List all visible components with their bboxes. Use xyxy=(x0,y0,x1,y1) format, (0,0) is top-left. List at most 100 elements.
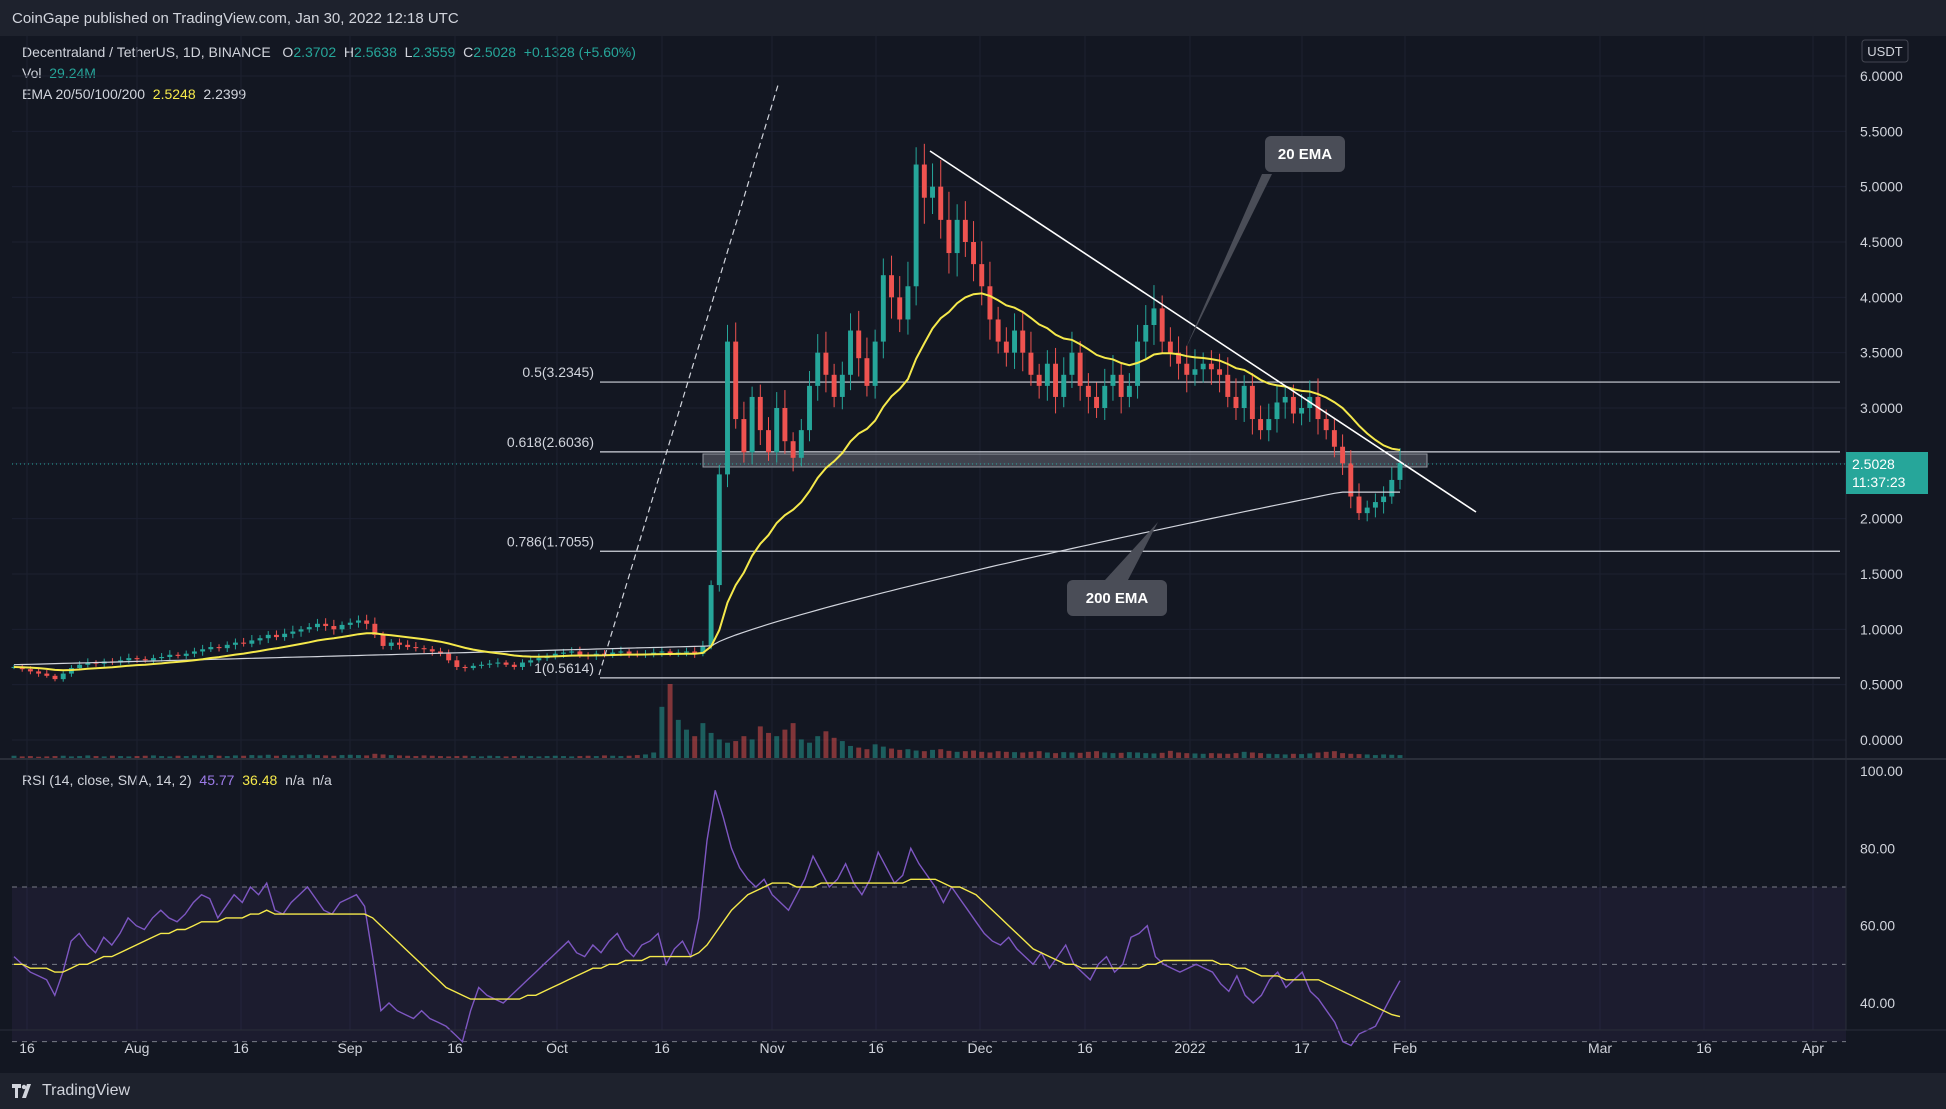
volume-bar xyxy=(913,750,919,759)
candle-body xyxy=(1323,419,1329,431)
tradingview-logo-icon xyxy=(12,1084,31,1098)
volume-bar xyxy=(700,723,706,759)
candle-body xyxy=(1356,496,1362,514)
candle-body xyxy=(429,649,435,652)
candle-body xyxy=(347,622,353,625)
volume-bar xyxy=(716,739,722,759)
candle-body xyxy=(659,651,665,653)
candle-body xyxy=(913,164,919,287)
volume-bar xyxy=(150,755,156,759)
footer-brand[interactable]: TradingView xyxy=(12,1082,130,1100)
volume-bar xyxy=(1176,752,1182,759)
price-tick-label: 3.5000 xyxy=(1860,345,1903,361)
candle-body xyxy=(388,642,394,646)
volume-bar xyxy=(257,755,263,759)
candle-body xyxy=(995,319,1001,342)
volume-bar xyxy=(1364,754,1370,759)
volume-bar xyxy=(1340,753,1346,759)
currency-badge[interactable]: USDT xyxy=(1861,39,1909,63)
volume-bar xyxy=(36,756,42,759)
volume-bar xyxy=(1036,751,1042,759)
rsi-value: 45.77 xyxy=(199,772,235,788)
candle-body xyxy=(1331,430,1337,447)
fib-label: 1(0.5614) xyxy=(534,660,594,676)
volume-bar xyxy=(1053,753,1059,759)
volume-bar xyxy=(552,755,558,759)
volume-bar xyxy=(946,750,952,759)
candle-body xyxy=(446,653,452,661)
candle-body xyxy=(872,341,878,386)
candle-body xyxy=(52,675,58,680)
footer-bar xyxy=(0,1073,1946,1109)
candle-body xyxy=(273,634,279,638)
candle-body xyxy=(1381,496,1387,503)
volume-bar xyxy=(1208,753,1214,759)
volume-bar xyxy=(241,755,247,759)
candle-body xyxy=(495,662,501,664)
candle-body xyxy=(880,275,886,342)
volume-bar xyxy=(454,756,460,759)
candle-body xyxy=(1053,363,1059,397)
volume-bar xyxy=(1315,752,1321,759)
time-axis[interactable]: 16 Aug 16 Sep 16 Oct 16 Nov 16 Dec 16 2022 17 Feb Mar 1… xyxy=(19,1040,1824,1056)
candle-body xyxy=(421,648,427,650)
candle-body xyxy=(224,644,230,649)
price-tick-label: 5.5000 xyxy=(1860,123,1903,139)
candle-body xyxy=(60,673,66,680)
rsi-tick-label: 80.00 xyxy=(1860,840,1895,856)
volume-bar xyxy=(1200,753,1206,759)
volume-bar xyxy=(1192,753,1198,759)
price-tick-label: 1.0000 xyxy=(1860,621,1903,637)
volume-bar xyxy=(314,755,320,759)
price-tick-label: 2.0000 xyxy=(1860,511,1903,527)
time-tick-label: 2022 xyxy=(1174,1040,1205,1056)
candle-body xyxy=(954,219,960,254)
candle-body xyxy=(569,651,575,653)
price-tick-label: 0.0000 xyxy=(1860,732,1903,748)
rsi-tick-label: 40.00 xyxy=(1860,995,1895,1011)
ema-label: EMA 20/50/100/200 xyxy=(22,86,145,102)
volume-bar xyxy=(807,742,812,759)
candle-body xyxy=(1069,352,1075,375)
price-chart[interactable]: 0.5(3.2345) 0.618(2.6036) 0.786(1.7055) 1(0… xyxy=(0,0,1946,1073)
candle-body xyxy=(1372,502,1378,508)
candle-body xyxy=(790,441,796,458)
volume-bar xyxy=(413,756,419,759)
volume-bar xyxy=(938,749,944,759)
time-tick-label: Nov xyxy=(760,1040,785,1056)
volume-bar xyxy=(511,756,517,759)
volume-bar xyxy=(766,732,771,759)
candle-body xyxy=(1061,374,1067,397)
candle-body xyxy=(962,219,968,242)
candle-body xyxy=(282,633,288,638)
price-axis[interactable]: 6.0000 5.5000 5.0000 4.5000 4.0000 3.5000 3.00… xyxy=(1860,68,1903,748)
price-tick-label: 3.0000 xyxy=(1860,400,1903,416)
price-tag-countdown: 11:37:23 xyxy=(1852,474,1906,490)
candle-body xyxy=(930,186,935,198)
volume-bar xyxy=(396,755,402,759)
volume-bar xyxy=(126,756,132,759)
candle-body xyxy=(175,654,181,656)
candle-body xyxy=(938,186,944,220)
volume-bar xyxy=(618,756,624,759)
rsi-axis[interactable]: 100.00 80.00 60.00 40.00 xyxy=(1860,763,1903,1011)
candle-body xyxy=(1020,330,1026,353)
candle-body xyxy=(1044,363,1050,386)
candle-body xyxy=(44,673,50,676)
symbol-legend: Decentraland / TetherUS, 1D, BINANCE O2.… xyxy=(22,44,636,60)
volume-bar xyxy=(388,755,394,759)
volume-bar xyxy=(134,756,140,759)
volume-bar xyxy=(561,756,566,759)
time-tick-label: Sep xyxy=(338,1040,363,1056)
volume-bar xyxy=(651,752,657,759)
volume-bar xyxy=(798,739,804,759)
volume-bar xyxy=(60,755,66,759)
candle-body xyxy=(159,657,165,659)
volume-bar xyxy=(659,706,665,759)
candle-body xyxy=(1348,463,1354,497)
fib-label: 0.786(1.7055) xyxy=(507,533,594,549)
publish-info: CoinGape published on TradingView.com, J… xyxy=(12,10,459,27)
candle-body xyxy=(889,275,894,298)
candle-body xyxy=(1003,341,1009,353)
candle-body xyxy=(1225,374,1231,397)
